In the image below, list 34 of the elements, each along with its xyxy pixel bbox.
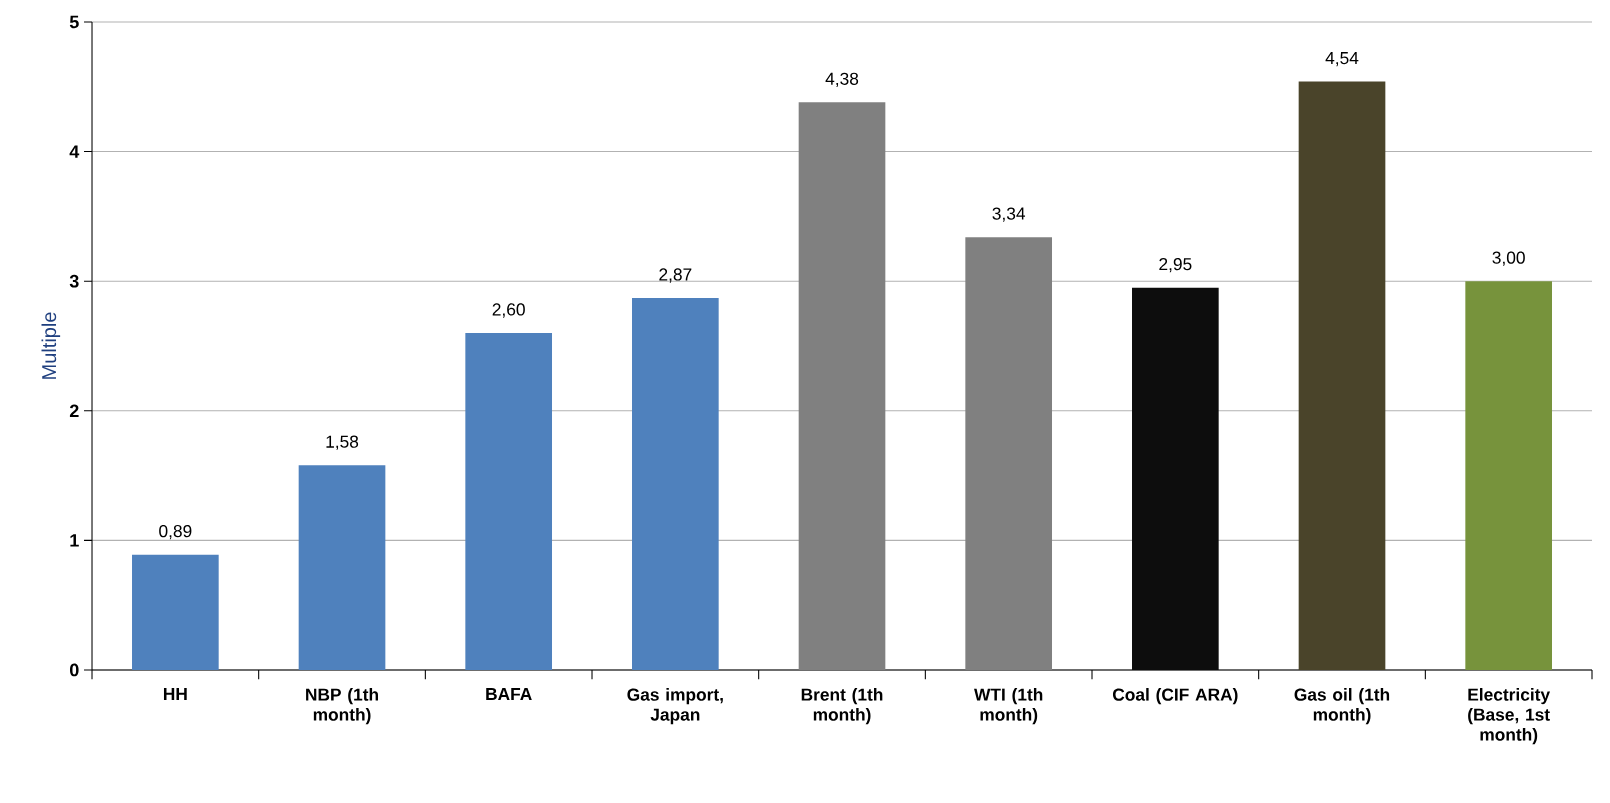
data-label: 4,38: [825, 72, 859, 87]
x-tick-label: HH: [163, 688, 187, 700]
x-tick-label: Gas import, Japan: [627, 688, 723, 725]
x-tick-label: Gas oil (1th month): [1294, 688, 1390, 725]
data-label: 2,95: [1159, 257, 1192, 273]
data-label: 3,34: [992, 207, 1026, 222]
bar: [965, 237, 1053, 670]
data-label: 2,87: [659, 268, 692, 283]
bar: [298, 465, 386, 670]
x-tick-label: NBP (1th month): [306, 688, 378, 725]
x-tick-label: WTI (1th month): [974, 688, 1043, 725]
bar: [132, 554, 219, 670]
x-tick-label: BAFA: [486, 688, 532, 700]
y-tick-label: 0: [70, 663, 79, 677]
bar: [798, 102, 886, 670]
y-tick-label: 1: [70, 534, 79, 547]
y-tick-label: 2: [69, 404, 79, 418]
y-tick-label: 3: [69, 274, 79, 288]
bar: [465, 333, 553, 670]
y-tick-label: 5: [69, 15, 79, 29]
data-label: 2,60: [492, 303, 525, 318]
y-axis-title: Multiple: [41, 312, 61, 379]
bar: [1298, 81, 1386, 670]
data-label: 4,54: [1325, 52, 1359, 67]
y-tick-label: 4: [69, 145, 80, 158]
bar: [1465, 281, 1553, 670]
bar: [632, 298, 719, 670]
data-label: 1,58: [326, 435, 359, 450]
x-tick-label: Electricity (Base, 1st month): [1468, 688, 1551, 745]
x-tick-label: Coal (CIF ARA): [1112, 688, 1238, 705]
data-label: 3,00: [1492, 251, 1525, 266]
x-tick-label: Brent (1th month): [801, 688, 883, 725]
data-label: 0,89: [159, 524, 192, 540]
bar: [1132, 287, 1219, 670]
